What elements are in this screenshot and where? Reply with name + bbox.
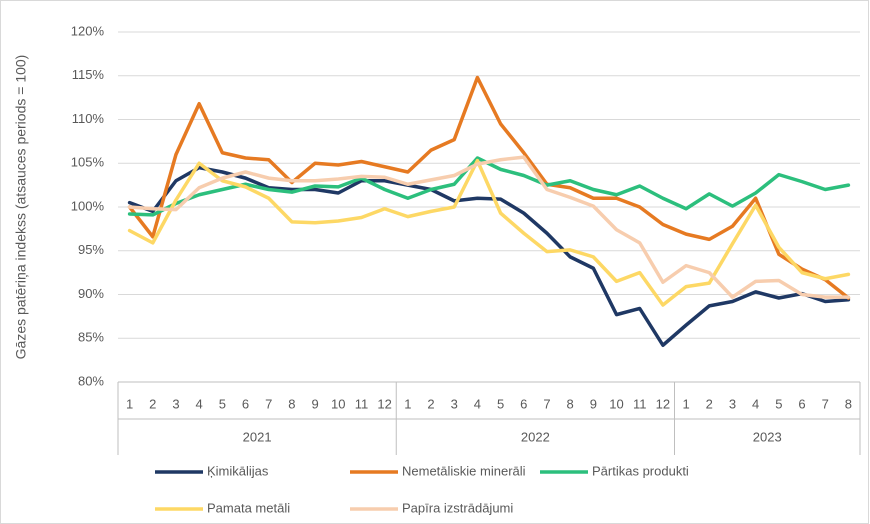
x-tick-label: 8 [567,396,574,411]
x-tick-label: 7 [543,396,550,411]
y-tick-label: 85% [78,330,104,345]
x-tick-label: 11 [633,396,647,411]
x-tick-label: 5 [775,396,782,411]
x-tick-label: 1 [126,396,133,411]
series-line [127,155,851,299]
x-tick-label: 10 [331,396,345,411]
x-tick-label: 9 [590,396,597,411]
x-tick-label: 4 [474,396,481,411]
x-tick-label: 10 [609,396,623,411]
x-tick-label: 11 [355,396,369,411]
x-tick-label: 5 [497,396,504,411]
legend-label: Nemetāliskie minerāli [402,463,526,478]
x-group-label: 2022 [521,429,550,444]
y-tick-label: 90% [78,286,104,301]
x-tick-label: 1 [404,396,411,411]
y-tick-label: 115% [72,67,105,82]
y-tick-label: 100% [71,198,105,213]
x-tick-label: 7 [822,396,829,411]
y-tick-label: 105% [71,155,105,170]
x-tick-label: 7 [265,396,272,411]
legend-label: Pamata metāli [207,500,290,515]
x-tick-label: 4 [196,396,203,411]
legend-label: Ķimikālijas [207,463,269,478]
x-tick-label: 2 [149,396,156,411]
x-tick-label: 2 [706,396,713,411]
x-group-label: 2023 [753,429,782,444]
y-tick-label: 80% [78,373,104,388]
x-tick-label: 8 [845,396,852,411]
x-tick-label: 6 [520,396,527,411]
x-tick-label: 9 [311,396,318,411]
series-line [127,158,851,307]
x-tick-label: 6 [798,396,805,411]
x-tick-label: 5 [219,396,226,411]
y-tick-label: 120% [71,23,105,38]
x-tick-label: 12 [377,396,391,411]
x-group-label: 2021 [243,429,272,444]
legend-label: Pārtikas produkti [592,463,689,478]
series-line [127,75,851,300]
y-axis-title: Gāzes patēriņa indekss (atsauces periods… [13,55,29,360]
x-tick-label: 6 [242,396,249,411]
x-tick-label: 8 [288,396,295,411]
x-tick-label: 3 [451,396,458,411]
x-tick-label: 12 [656,396,670,411]
legend-label: Papīra izstrādājumi [402,500,513,515]
x-tick-label: 4 [752,396,759,411]
x-tick-label: 1 [682,396,689,411]
y-tick-label: 95% [78,242,104,257]
y-tick-label: 110% [72,111,105,126]
x-tick-label: 2 [427,396,434,411]
series-line [127,165,851,347]
x-tick-label: 3 [729,396,736,411]
x-tick-label: 3 [172,396,179,411]
